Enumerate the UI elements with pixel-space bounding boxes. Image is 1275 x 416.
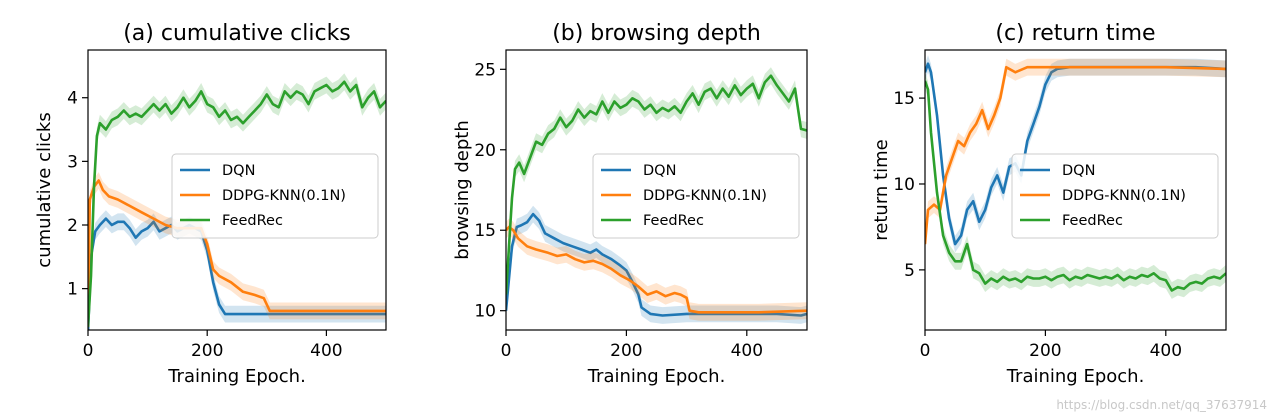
y-tick-label: 1 <box>67 280 78 300</box>
legend-box <box>1011 153 1219 239</box>
legend-label: FeedRec <box>643 213 704 229</box>
x-tick-label: 0 <box>83 341 94 361</box>
chart-panel-2: 0 200 400 10 15 20 25 (b) browsing depth Trainin… <box>452 21 808 387</box>
legend: DQN DDPG-KNN(0.1N) FeedRec <box>592 153 800 239</box>
y-tick-label: 25 <box>474 60 496 80</box>
chart-title: (a) cumulative clicks <box>123 21 351 46</box>
legend-box <box>171 153 379 239</box>
y-tick-label: 4 <box>67 89 78 109</box>
chart-panel-1: 0 200 400 1 2 3 4 (a) cumulative clicks Training… <box>34 21 387 387</box>
y-tick-label: 10 <box>893 175 915 195</box>
x-tick-label: 0 <box>501 341 512 361</box>
band-DDPG-KNN(0.1N) <box>88 172 386 330</box>
x-axis-label: Training Epoch. <box>1006 366 1145 387</box>
legend-label: DDPG-KNN(0.1N) <box>1062 188 1186 204</box>
x-axis-label: Training Epoch. <box>587 366 726 387</box>
x-tick-label: 400 <box>1150 341 1182 361</box>
x-tick-label: 0 <box>920 341 931 361</box>
band-DQN <box>925 55 1226 253</box>
legend-box <box>592 153 800 239</box>
band-FeedRec <box>88 73 386 330</box>
x-tick-label: 200 <box>191 341 223 361</box>
line-FeedRec <box>925 80 1226 292</box>
series-group <box>925 55 1226 299</box>
chart-panel-3: 0 200 400 5 10 15 (c) return time Training Epoc… <box>871 21 1227 387</box>
band-FeedRec <box>506 67 807 303</box>
y-tick-label: 15 <box>474 221 496 241</box>
y-tick-label: 10 <box>474 302 496 322</box>
band-FeedRec <box>925 72 1226 299</box>
axes-frame <box>87 49 387 331</box>
y-axis-label: browsing depth <box>452 120 473 260</box>
legend-label: DDPG-KNN(0.1N) <box>222 188 346 204</box>
legend-label: DQN <box>222 163 255 179</box>
line-DDPG-KNN(0.1N) <box>506 225 807 314</box>
legend-label: DDPG-KNN(0.1N) <box>643 188 767 204</box>
legend: DQN DDPG-KNN(0.1N) FeedRec <box>1011 153 1219 239</box>
legend-label: DQN <box>1062 163 1095 179</box>
chart-title: (c) return time <box>995 21 1155 46</box>
y-tick-label: 20 <box>474 141 496 161</box>
x-axis-label: Training Epoch. <box>167 366 306 387</box>
x-tick-label: 200 <box>1029 341 1061 361</box>
y-tick-label: 2 <box>67 216 78 236</box>
chart-title: (b) browsing depth <box>552 21 761 46</box>
x-tick-label: 400 <box>731 341 763 361</box>
axes-frame <box>505 49 808 331</box>
legend: DQN DDPG-KNN(0.1N) FeedRec <box>171 153 379 239</box>
y-axis-label: cumulative clicks <box>34 112 55 267</box>
legend-label: DQN <box>643 163 676 179</box>
line-DQN <box>506 212 807 317</box>
line-DQN <box>88 217 386 330</box>
y-tick-label: 15 <box>893 89 915 109</box>
line-FeedRec <box>506 74 807 295</box>
x-tick-label: 400 <box>310 341 342 361</box>
series-group <box>88 73 386 330</box>
legend-label: FeedRec <box>1062 213 1123 229</box>
series-group <box>506 67 807 324</box>
y-axis-label: return time <box>871 139 892 240</box>
axes-frame <box>924 49 1227 331</box>
y-tick-label: 3 <box>67 152 78 172</box>
y-tick-label: 5 <box>904 261 915 281</box>
line-DDPG-KNN(0.1N) <box>925 65 1226 245</box>
x-tick-label: 200 <box>610 341 642 361</box>
watermark: https://blog.csdn.net/qq_37637914 <box>1056 398 1267 412</box>
legend-label: FeedRec <box>222 213 283 229</box>
line-FeedRec <box>88 80 386 327</box>
